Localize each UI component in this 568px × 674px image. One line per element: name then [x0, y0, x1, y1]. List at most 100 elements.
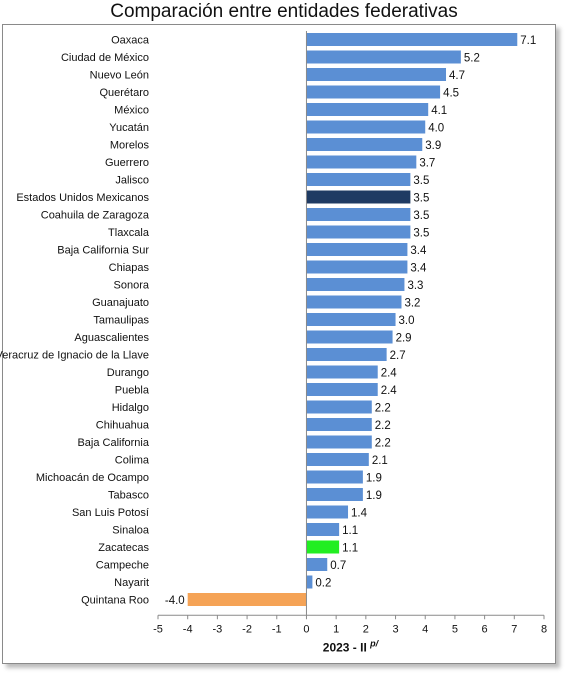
bar	[306, 138, 423, 151]
value-label: 7.1	[520, 35, 536, 47]
value-label: 3.5	[413, 193, 429, 205]
value-label: 2.9	[396, 333, 412, 345]
category-label: Tlaxcala	[108, 227, 150, 239]
x-tick-label: 2	[363, 623, 369, 635]
category-label: Oaxaca	[111, 35, 150, 47]
bar	[306, 85, 441, 99]
value-label: 5.2	[464, 53, 480, 65]
category-label: Michoacán de Ocampo	[36, 472, 149, 484]
bar	[306, 33, 518, 46]
category-label: Chihuahua	[96, 420, 150, 432]
value-label: 0.7	[330, 560, 346, 572]
bar	[306, 103, 429, 116]
category-label: Estados Unidos Mexicanos	[16, 192, 149, 204]
bar	[306, 575, 313, 589]
value-label: 4.5	[443, 88, 459, 100]
chart-title: Comparación entre entidades federativas	[110, 1, 458, 22]
value-label: 1.9	[366, 473, 382, 485]
x-tick-label: -3	[212, 623, 222, 635]
value-label: 3.9	[425, 140, 441, 152]
value-label: 0.2	[315, 578, 331, 590]
x-tick-label: 8	[541, 623, 547, 635]
category-label: Durango	[107, 367, 149, 379]
category-label: Yucatán	[109, 122, 149, 134]
value-label: 1.1	[342, 525, 358, 537]
x-tick-label: 3	[392, 623, 398, 635]
bar	[306, 173, 411, 186]
bar	[306, 68, 447, 81]
value-label: 3.2	[404, 298, 420, 310]
value-label: 3.5	[413, 228, 429, 240]
value-label: 2.4	[381, 368, 398, 380]
bar	[306, 120, 426, 134]
value-label: 4.7	[449, 70, 465, 82]
category-label: Colima	[115, 455, 150, 467]
x-tick-label: -1	[272, 623, 282, 635]
bar	[306, 295, 402, 309]
category-label: Morelos	[110, 140, 150, 152]
bar	[306, 523, 340, 536]
bar	[306, 313, 396, 326]
category-label: Zacatecas	[98, 542, 149, 554]
category-label: Quintana Roo	[81, 595, 149, 607]
bar	[306, 190, 411, 204]
value-label: 4.0	[428, 123, 444, 135]
category-label: Tamaulipas	[93, 315, 149, 327]
bar	[306, 400, 372, 414]
chart-frame	[2, 24, 556, 664]
value-label: 1.1	[342, 543, 358, 555]
bar	[306, 50, 461, 64]
category-label: Hidalgo	[112, 402, 149, 414]
bar	[306, 208, 411, 221]
category-label: Ciudad de México	[61, 52, 149, 64]
bar	[306, 505, 349, 519]
x-tick-label: -5	[153, 623, 163, 635]
value-label: 1.9	[366, 490, 382, 502]
category-label: San Luis Potosí	[72, 507, 149, 519]
value-label: 2.1	[372, 455, 388, 467]
category-label: Chiapas	[109, 262, 150, 274]
category-label: Guerrero	[105, 157, 149, 169]
bar	[306, 540, 340, 554]
bar	[306, 155, 417, 169]
bar	[306, 225, 411, 239]
category-label: Baja California	[77, 437, 149, 449]
category-label: Tabasco	[108, 490, 149, 502]
category-label: Veracruz de Ignacio de la Llave	[0, 350, 149, 362]
bar	[306, 558, 328, 571]
category-label: Nuevo León	[90, 70, 149, 82]
category-label: Sinaloa	[112, 525, 150, 537]
bar	[306, 243, 408, 256]
bar	[306, 488, 363, 501]
value-label: 3.5	[413, 210, 429, 222]
bar	[306, 348, 387, 361]
bar	[306, 383, 378, 396]
bar	[306, 278, 405, 291]
value-label: 3.4	[410, 263, 427, 275]
category-label: Nayarit	[114, 577, 149, 589]
x-tick-label: 6	[482, 623, 488, 635]
x-tick-label: 4	[422, 623, 428, 635]
bar	[306, 365, 378, 379]
value-label: 3.5	[413, 175, 429, 187]
x-tick-label: -4	[183, 623, 193, 635]
bar	[306, 453, 369, 466]
value-label: 3.3	[407, 280, 423, 292]
category-label: Aguascalientes	[74, 332, 149, 344]
bar	[187, 593, 307, 606]
bar	[306, 470, 363, 484]
category-label: Guanajuato	[92, 297, 149, 309]
category-label: Jalisco	[115, 175, 149, 187]
value-label: -4.0	[165, 595, 185, 607]
bar	[306, 435, 372, 449]
x-tick-label: 1	[333, 623, 339, 635]
value-label: 2.2	[375, 403, 391, 415]
category-label: Querétaro	[99, 87, 149, 99]
category-label: México	[114, 105, 149, 117]
value-label: 2.2	[375, 438, 391, 450]
value-label: 1.4	[351, 508, 368, 520]
bar	[306, 260, 408, 274]
value-label: 3.4	[410, 245, 427, 257]
bar	[306, 418, 372, 431]
